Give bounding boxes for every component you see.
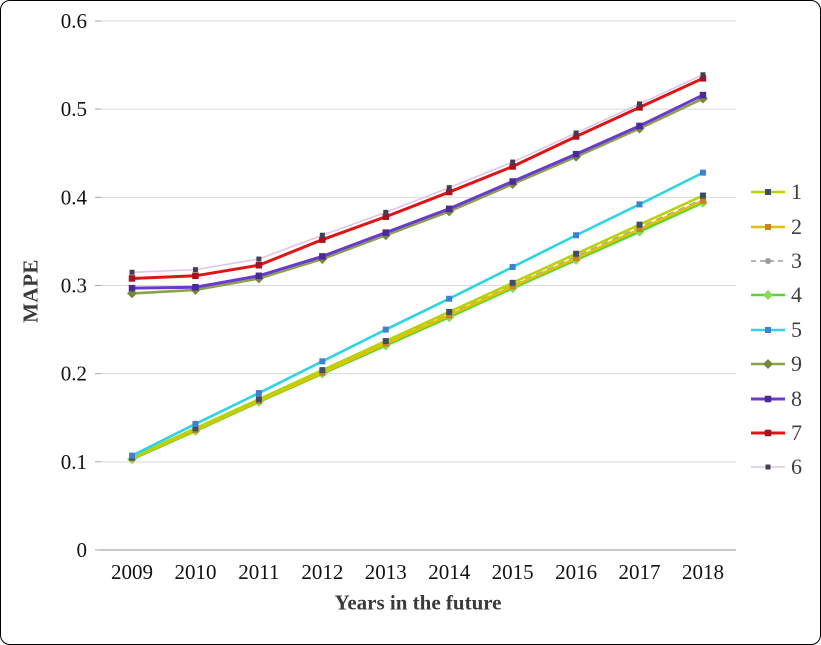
legend-item-1: 1	[749, 175, 802, 209]
x-tick-label: 2016	[555, 560, 597, 584]
series-1-line	[131, 194, 704, 459]
x-axis-title: Years in the future	[334, 590, 502, 615]
legend-label-8: 8	[791, 385, 802, 411]
y-axis-title: MAPE	[18, 259, 43, 323]
legend-label-6: 6	[791, 454, 802, 480]
x-tick-label: 2018	[682, 560, 724, 584]
series-5-markers	[129, 169, 706, 459]
y-tick-label: 0.5	[61, 97, 87, 121]
legend-swatch-7	[751, 429, 785, 437]
series-7-line	[131, 76, 704, 280]
legend-label-1: 1	[791, 179, 802, 205]
legend-label-5: 5	[791, 316, 802, 342]
y-tick-label: 0.6	[61, 9, 87, 33]
legend-swatch-2	[751, 223, 785, 230]
legend-swatch-8	[751, 395, 785, 402]
x-tick-label: 2015	[492, 560, 534, 584]
y-tick-label: 0.4	[61, 185, 88, 209]
series-7-markers	[128, 75, 707, 282]
y-tick-label: 0.3	[61, 274, 87, 298]
legend-item-8: 8	[749, 381, 802, 415]
legend-swatch-3	[751, 257, 785, 264]
x-tick-label: 2012	[301, 560, 343, 584]
legend-swatch-1	[751, 189, 785, 196]
legend-item-5: 5	[749, 313, 802, 347]
x-tick-label: 2013	[365, 560, 407, 584]
legend-item-6: 6	[749, 450, 802, 484]
legend-item-3: 3	[749, 244, 802, 278]
x-tick-label: 2010	[174, 560, 216, 584]
series-6-line	[131, 74, 704, 274]
series-8-markers	[128, 91, 707, 292]
legend-item-4: 4	[749, 278, 802, 312]
series-9-line	[131, 97, 704, 295]
legend-item-7: 7	[749, 416, 802, 450]
series-5-line	[131, 171, 704, 457]
series-6-markers	[129, 72, 706, 275]
legend-swatch-4	[751, 290, 785, 301]
legend-label-3: 3	[791, 247, 802, 273]
series-8-line	[131, 93, 704, 290]
legend-label-7: 7	[791, 419, 802, 445]
series-2-line	[131, 199, 704, 460]
x-tick-label: 2017	[619, 560, 661, 584]
x-tick-label: 2011	[238, 560, 279, 584]
legend-swatch-9	[751, 359, 785, 370]
legend-swatch-6	[751, 464, 785, 470]
y-tick-label: 0.1	[61, 450, 87, 474]
legend-item-9: 9	[749, 347, 802, 381]
x-tick-label: 2014	[428, 560, 471, 584]
y-tick-label: 0.2	[61, 362, 87, 386]
chart-legend: 1 2 3 4 5 9 8 7 6	[749, 175, 802, 485]
legend-swatch-5	[751, 326, 785, 333]
series-9-markers	[127, 93, 708, 299]
legend-label-9: 9	[791, 351, 802, 377]
x-tick-label: 2009	[111, 560, 153, 584]
legend-label-4: 4	[791, 282, 802, 308]
legend-label-2: 2	[791, 213, 802, 239]
y-tick-label: 0	[77, 538, 88, 562]
legend-item-2: 2	[749, 209, 802, 243]
